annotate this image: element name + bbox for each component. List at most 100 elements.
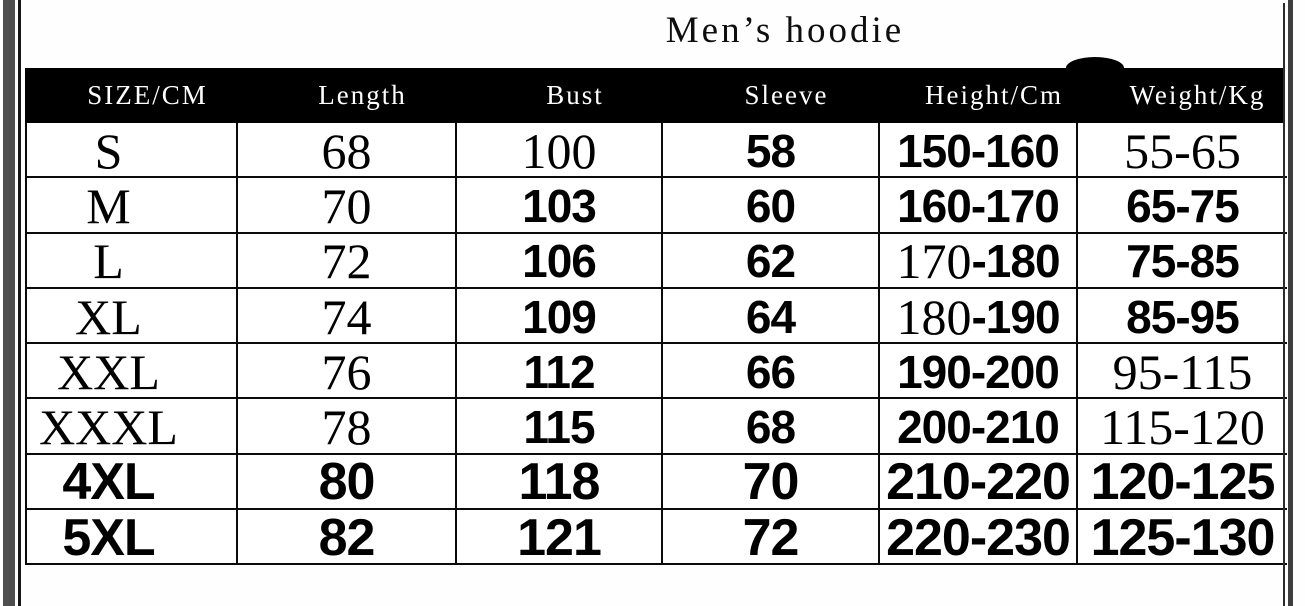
header-cell-length: Length — [318, 80, 407, 110]
table-cell: 68 — [663, 399, 880, 455]
cell-text: S — [94, 122, 123, 179]
cell-text: 74 — [321, 288, 372, 345]
table-cell: 160-170 — [880, 178, 1078, 234]
cell-text: 75-85 — [1126, 235, 1240, 288]
cell-text: M — [86, 177, 131, 234]
table-cell: 82 — [238, 508, 457, 567]
cell-text: 100 — [521, 122, 597, 179]
cell-text: 70 — [321, 177, 372, 234]
cell-text: 210-220 — [886, 453, 1071, 512]
cell-text: 220-230 — [886, 508, 1071, 567]
cell-text: 68 — [745, 401, 796, 454]
size-label-xxxl: XXXL — [27, 399, 238, 456]
right-outer-border-line — [1288, 0, 1293, 606]
cell-text: 115 — [523, 401, 595, 454]
table-cell: 109 — [457, 288, 663, 345]
cell-text: 118 — [518, 453, 601, 512]
cell-text-serif-part: 170 — [896, 233, 972, 290]
table-header-row: SIZE/CM Length Bust Sleeve Height/Cm Weight/K… — [25, 68, 1285, 123]
table-cell: 125-130 — [1078, 508, 1287, 567]
cell-text: 106 — [522, 235, 597, 288]
cell-text: 72 — [742, 508, 800, 567]
cell-text: 58 — [745, 124, 796, 177]
table-cell: 210-220 — [880, 453, 1078, 512]
right-border-line — [1283, 3, 1285, 606]
table-body: S 68 100 58 150-160 55-65 M 70 103 60 160-170 65-75… — [25, 122, 1287, 567]
table-cell: 78 — [238, 399, 457, 456]
size-table: SIZE/CM Length Bust Sleeve Height/Cm Weight/K… — [25, 68, 1287, 567]
table-cell: 150-160 — [880, 123, 1078, 179]
cell-text: XXXL — [39, 399, 178, 456]
size-label-xl: XL — [27, 288, 238, 345]
cell-text: 66 — [745, 345, 796, 398]
cell-text-serif-part: 180 — [896, 288, 972, 345]
cell-text: 95-115 — [1112, 343, 1253, 400]
cell-text: 112 — [523, 345, 595, 398]
cell-text: 72 — [321, 233, 372, 290]
table-cell: 118 — [457, 453, 663, 512]
table-cell: 112 — [457, 344, 663, 400]
cell-text: 115-120 — [1100, 399, 1265, 456]
size-label-l: L — [27, 233, 238, 289]
table-cell: 170 -180 — [880, 233, 1078, 290]
table-cell: 120-125 — [1078, 453, 1287, 512]
header-cell-sleeve: Sleeve — [744, 80, 829, 110]
table-cell: 115-120 — [1078, 399, 1287, 456]
header-cell-weight-kg: Weight/Kg — [1129, 80, 1266, 110]
cell-text: 109 — [522, 290, 597, 343]
cell-text: 65-75 — [1126, 179, 1240, 232]
size-label-5xl: 5XL — [27, 508, 238, 567]
table-cell: 55-65 — [1078, 122, 1287, 179]
cell-text: 120-125 — [1090, 453, 1276, 512]
header-cell-bust: Bust — [546, 80, 604, 110]
table-cell: 72 — [663, 508, 880, 567]
table-cell: 200-210 — [880, 399, 1078, 455]
table-cell: 76 — [238, 343, 457, 400]
cell-text: 60 — [745, 179, 796, 232]
chart-title: Men’s hoodie — [665, 10, 905, 51]
table-cell: 72 — [238, 233, 457, 290]
cell-text: 121 — [517, 508, 602, 567]
cell-text: XL — [75, 288, 142, 345]
cell-text: 78 — [321, 399, 372, 456]
table-cell: 95-115 — [1078, 343, 1287, 400]
table-cell: 70 — [238, 177, 457, 234]
left-border-line — [18, 0, 21, 606]
cell-text: 125-130 — [1090, 508, 1276, 567]
cell-text: 68 — [321, 122, 372, 179]
table-cell: 75-85 — [1078, 234, 1287, 289]
cell-text: 150-160 — [897, 124, 1060, 177]
cell-text: 5XL — [62, 508, 155, 567]
size-label-m: M — [27, 177, 238, 234]
cell-text-sans-part: -180 — [971, 235, 1060, 288]
cell-text: 85-95 — [1126, 290, 1240, 343]
table-cell: 121 — [457, 508, 663, 567]
table-cell: 80 — [238, 453, 457, 512]
cell-text: 4XL — [62, 453, 155, 512]
table-cell: 65-75 — [1078, 178, 1287, 234]
cell-text-sans-part: -190 — [971, 290, 1060, 343]
table-cell: 106 — [457, 233, 663, 289]
table-cell: 103 — [457, 178, 663, 234]
cell-text: XXL — [57, 343, 160, 400]
cell-text: 76 — [321, 343, 372, 400]
table-cell: 74 — [238, 288, 457, 345]
table-cell: 70 — [663, 453, 880, 512]
cell-text: 103 — [522, 179, 597, 232]
table-cell: 85-95 — [1078, 289, 1287, 345]
size-label-s: S — [27, 122, 238, 179]
table-cell: 58 — [663, 123, 880, 179]
table-cell: 190-200 — [880, 344, 1078, 400]
cell-text: 70 — [742, 453, 800, 512]
cell-text: 62 — [745, 235, 796, 288]
cell-text: 80 — [318, 453, 376, 512]
table-cell: 62 — [663, 233, 880, 289]
cell-text: 55-65 — [1124, 122, 1241, 179]
size-label-xxl: XXL — [27, 343, 238, 400]
cell-text: 82 — [318, 508, 376, 567]
table-cell: 60 — [663, 178, 880, 234]
table-cell: 64 — [663, 288, 880, 345]
header-cell-size-cm: SIZE/CM — [87, 80, 208, 110]
cell-text: 160-170 — [897, 179, 1060, 232]
